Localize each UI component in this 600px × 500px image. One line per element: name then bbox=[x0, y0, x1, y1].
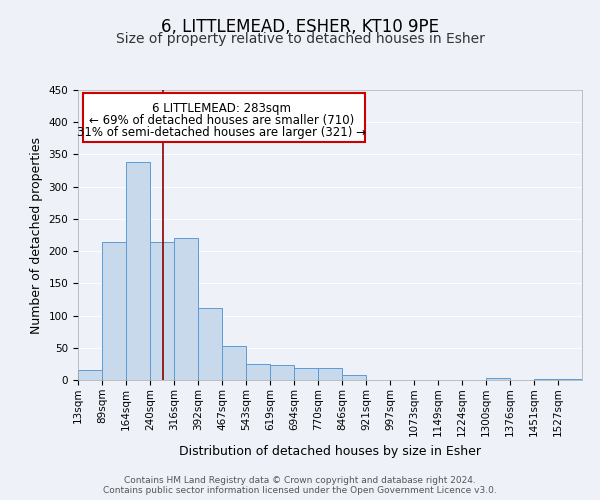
FancyBboxPatch shape bbox=[83, 93, 365, 142]
Text: 31% of semi-detached houses are larger (321) →: 31% of semi-detached houses are larger (… bbox=[77, 126, 366, 138]
Bar bbox=[270, 364, 294, 380]
Bar bbox=[558, 378, 582, 380]
Text: Size of property relative to detached houses in Esher: Size of property relative to detached ho… bbox=[116, 32, 484, 46]
Bar bbox=[198, 308, 222, 380]
Bar bbox=[174, 238, 198, 380]
Y-axis label: Number of detached properties: Number of detached properties bbox=[30, 136, 43, 334]
Text: 6 LITTLEMEAD: 283sqm: 6 LITTLEMEAD: 283sqm bbox=[152, 102, 291, 116]
Bar bbox=[222, 346, 246, 380]
Text: Contains HM Land Registry data © Crown copyright and database right 2024.
Contai: Contains HM Land Registry data © Crown c… bbox=[103, 476, 497, 495]
Text: 6, LITTLEMEAD, ESHER, KT10 9PE: 6, LITTLEMEAD, ESHER, KT10 9PE bbox=[161, 18, 439, 36]
Bar bbox=[486, 378, 510, 380]
Bar bbox=[78, 370, 102, 380]
Bar bbox=[126, 162, 150, 380]
Bar bbox=[294, 368, 318, 380]
Bar bbox=[318, 368, 342, 380]
Bar bbox=[246, 364, 270, 380]
Bar bbox=[150, 242, 174, 380]
Bar bbox=[342, 376, 366, 380]
Bar bbox=[102, 242, 126, 380]
Text: ← 69% of detached houses are smaller (710): ← 69% of detached houses are smaller (71… bbox=[89, 114, 354, 127]
X-axis label: Distribution of detached houses by size in Esher: Distribution of detached houses by size … bbox=[179, 444, 481, 458]
Bar bbox=[534, 378, 558, 380]
